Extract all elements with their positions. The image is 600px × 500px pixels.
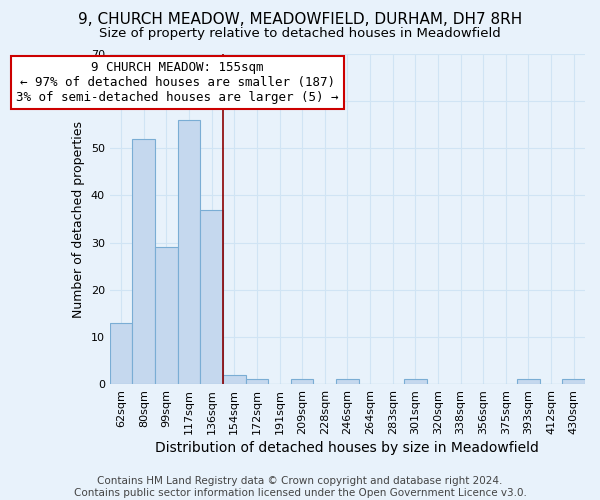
Bar [562,380,585,384]
X-axis label: Distribution of detached houses by size in Meadowfield: Distribution of detached houses by size … [155,441,539,455]
Bar [110,323,133,384]
Text: Size of property relative to detached houses in Meadowfield: Size of property relative to detached ho… [99,28,501,40]
Bar [245,380,268,384]
Bar [291,380,313,384]
Bar [404,380,427,384]
Bar [200,210,223,384]
Text: Contains HM Land Registry data © Crown copyright and database right 2024.
Contai: Contains HM Land Registry data © Crown c… [74,476,526,498]
Bar [517,380,540,384]
Bar [223,374,245,384]
Y-axis label: Number of detached properties: Number of detached properties [72,120,85,318]
Bar [155,248,178,384]
Bar [133,139,155,384]
Text: 9 CHURCH MEADOW: 155sqm
← 97% of detached houses are smaller (187)
3% of semi-de: 9 CHURCH MEADOW: 155sqm ← 97% of detache… [16,61,339,104]
Bar [336,380,359,384]
Text: 9, CHURCH MEADOW, MEADOWFIELD, DURHAM, DH7 8RH: 9, CHURCH MEADOW, MEADOWFIELD, DURHAM, D… [78,12,522,28]
Bar [178,120,200,384]
